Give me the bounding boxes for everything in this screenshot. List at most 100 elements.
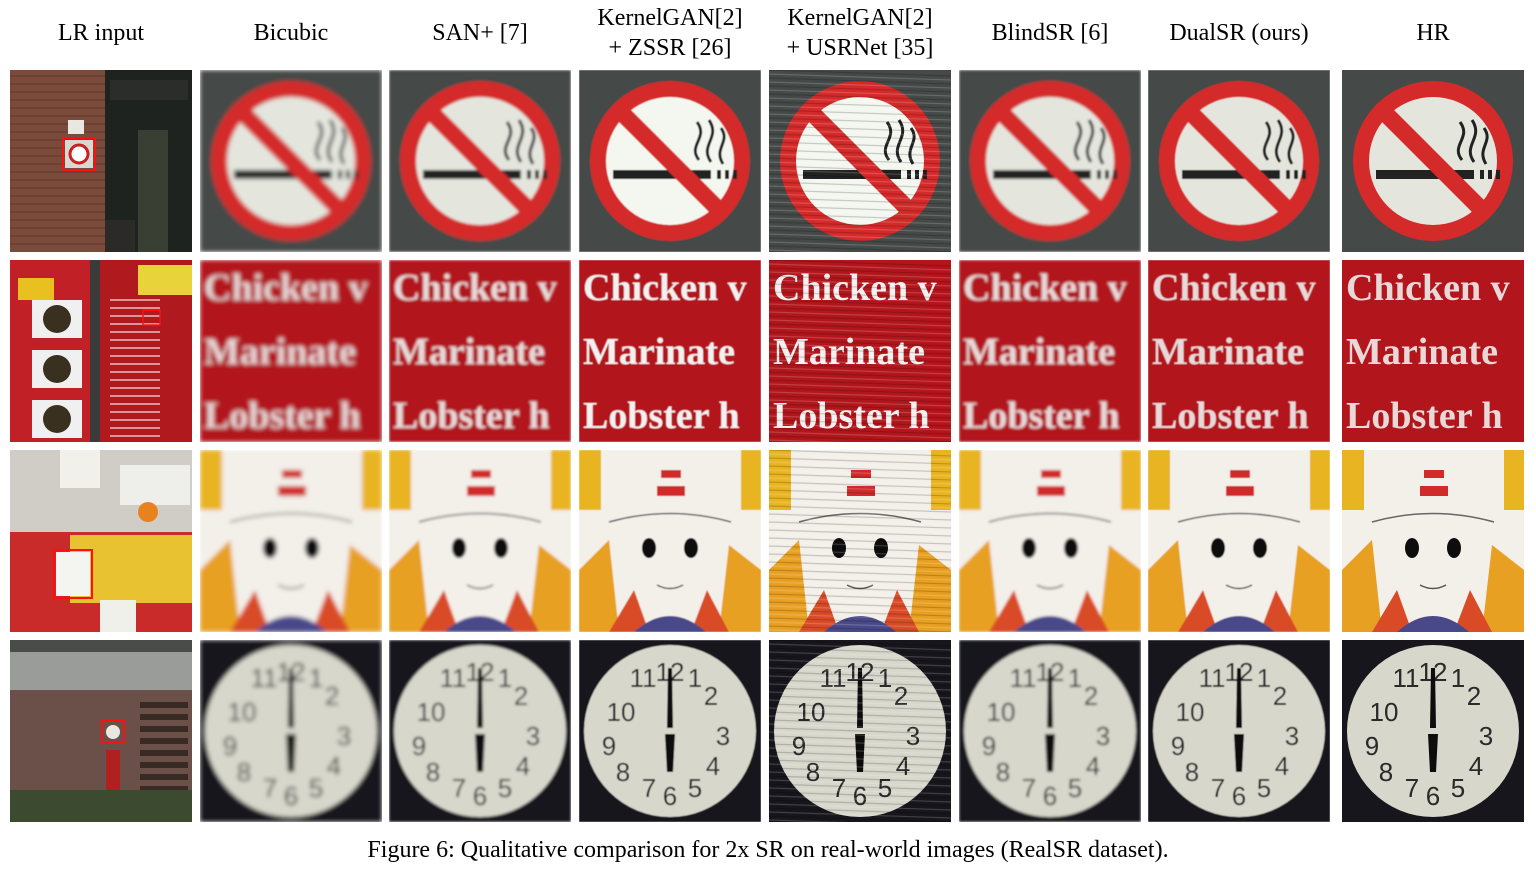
svg-text:Lobster h: Lobster h [1346, 395, 1503, 437]
sr-crop-image [769, 70, 951, 252]
svg-text:7: 7 [452, 773, 466, 803]
svg-text:1: 1 [1451, 663, 1465, 693]
svg-text:Chicken v: Chicken v [1152, 267, 1316, 309]
sr-crop-image: 121112103948576 [579, 640, 761, 822]
sr-crop-image [200, 450, 382, 632]
svg-text:3: 3 [337, 721, 351, 751]
svg-text:5: 5 [1257, 773, 1271, 803]
svg-text:8: 8 [996, 757, 1010, 787]
svg-text:6: 6 [1426, 781, 1440, 811]
svg-text:10: 10 [1370, 697, 1399, 727]
svg-text:6: 6 [1232, 781, 1246, 811]
column-header: BlindSR [6] [940, 0, 1160, 66]
column-header-line: KernelGAN[2] [787, 5, 933, 31]
svg-text:Lobster h: Lobster h [393, 395, 550, 437]
sr-crop-image: 121112103948576 [1148, 640, 1330, 822]
svg-text:11: 11 [251, 663, 278, 693]
svg-text:9: 9 [602, 731, 616, 761]
sr-crop-image: 121112103948576 [1342, 640, 1524, 822]
svg-text:2: 2 [514, 681, 528, 711]
svg-text:8: 8 [1379, 757, 1393, 787]
svg-text:4: 4 [327, 751, 341, 781]
svg-text:Chicken v: Chicken v [393, 267, 557, 309]
sr-crop-image [1148, 450, 1330, 632]
svg-text:10: 10 [987, 697, 1016, 727]
svg-text:7: 7 [1022, 773, 1036, 803]
svg-text:Lobster h: Lobster h [773, 395, 930, 437]
svg-text:2: 2 [1273, 681, 1287, 711]
svg-text:3: 3 [1479, 721, 1493, 751]
svg-text:8: 8 [806, 757, 820, 787]
svg-text:11: 11 [1199, 663, 1226, 693]
svg-text:Chicken v: Chicken v [204, 267, 368, 309]
sr-crop-image [579, 70, 761, 252]
svg-text:11: 11 [1010, 663, 1037, 693]
column-header: KernelGAN[2] + ZSSR [26] [560, 0, 780, 66]
svg-text:Chicken v: Chicken v [583, 267, 747, 309]
svg-text:7: 7 [1405, 773, 1419, 803]
column-header-line: LR input [57, 20, 144, 46]
sr-crop-image: Chicken v Marinate Lobster h [959, 260, 1141, 442]
svg-text:5: 5 [878, 773, 892, 803]
sr-crop-image [1342, 70, 1524, 252]
sr-crop-image [200, 70, 382, 252]
svg-text:1: 1 [1257, 663, 1271, 693]
column-header-line: Bicubic [253, 20, 329, 46]
sr-crop-image: Chicken v Marinate Lobster h [769, 260, 951, 442]
lr-input-image [10, 450, 192, 632]
svg-text:4: 4 [516, 751, 530, 781]
lr-input-image [10, 640, 192, 822]
svg-text:Marinate: Marinate [393, 331, 545, 373]
svg-text:Lobster h: Lobster h [1152, 395, 1309, 437]
svg-text:2: 2 [1084, 681, 1098, 711]
svg-text:1: 1 [1068, 663, 1082, 693]
svg-text:1: 1 [878, 663, 892, 693]
svg-text:9: 9 [412, 731, 426, 761]
svg-text:Chicken v: Chicken v [773, 267, 937, 309]
column-header: KernelGAN[2] + USRNet [35] [750, 0, 970, 66]
svg-text:9: 9 [1171, 731, 1185, 761]
sr-crop-image: Chicken v Marinate Lobster h [579, 260, 761, 442]
svg-text:2: 2 [325, 681, 339, 711]
svg-text:10: 10 [1176, 697, 1205, 727]
column-header: HR [1323, 0, 1536, 66]
lr-input-image [10, 260, 192, 442]
svg-text:3: 3 [526, 721, 540, 751]
svg-text:5: 5 [688, 773, 702, 803]
column-header: SAN+ [7] [370, 0, 590, 66]
svg-text:Marinate: Marinate [1346, 331, 1498, 373]
column-header-line: + ZSSR [26] [608, 35, 732, 61]
column-header-line: + USRNet [35] [786, 35, 934, 61]
svg-text:9: 9 [223, 731, 237, 761]
svg-text:3: 3 [906, 721, 920, 751]
sr-crop-image: Chicken v Marinate Lobster h [389, 260, 571, 442]
sr-crop-image [959, 450, 1141, 632]
sr-crop-image: Chicken v Marinate Lobster h [200, 260, 382, 442]
svg-text:8: 8 [237, 757, 251, 787]
svg-text:Lobster h: Lobster h [963, 395, 1120, 437]
svg-text:3: 3 [716, 721, 730, 751]
svg-text:7: 7 [263, 773, 277, 803]
svg-text:Marinate: Marinate [1152, 331, 1304, 373]
svg-text:Marinate: Marinate [773, 331, 925, 373]
svg-text:7: 7 [832, 773, 846, 803]
svg-text:10: 10 [417, 697, 446, 727]
svg-text:10: 10 [797, 697, 826, 727]
svg-text:9: 9 [792, 731, 806, 761]
svg-text:11: 11 [630, 663, 657, 693]
column-header-line: HR [1416, 20, 1450, 46]
sr-crop-image [959, 70, 1141, 252]
figure-caption: Figure 6: Qualitative comparison for 2x … [367, 837, 1169, 863]
svg-text:5: 5 [1451, 773, 1465, 803]
svg-text:10: 10 [228, 697, 257, 727]
svg-text:4: 4 [1086, 751, 1100, 781]
column-header-line: KernelGAN[2] [597, 5, 743, 31]
sr-crop-image: 121112103948576 [959, 640, 1141, 822]
column-header-line: SAN+ [7] [432, 20, 528, 46]
svg-text:3: 3 [1285, 721, 1299, 751]
svg-text:2: 2 [1467, 681, 1481, 711]
svg-text:11: 11 [1393, 663, 1420, 693]
svg-text:4: 4 [1469, 751, 1483, 781]
svg-text:2: 2 [894, 681, 908, 711]
column-header-line: BlindSR [6] [991, 20, 1109, 46]
